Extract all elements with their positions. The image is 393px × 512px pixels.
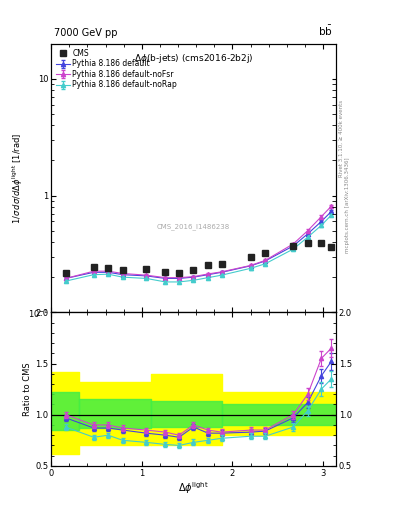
CMS — [248, 253, 253, 260]
CMS — [176, 270, 181, 276]
CMS — [144, 266, 149, 272]
CMS — [219, 261, 224, 267]
CMS — [329, 244, 334, 250]
Text: $\Delta\phi$(b-jets) (cms2016-2b2j): $\Delta\phi$(b-jets) (cms2016-2b2j) — [134, 52, 253, 65]
Legend: CMS, Pythia 8.186 default, Pythia 8.186 default-noFsr, Pythia 8.186 default-noRa: CMS, Pythia 8.186 default, Pythia 8.186 … — [55, 47, 179, 91]
CMS — [91, 264, 96, 270]
Text: b$\bar{\mathrm{b}}$: b$\bar{\mathrm{b}}$ — [318, 24, 333, 38]
CMS — [191, 267, 196, 273]
CMS — [206, 262, 210, 268]
Line: CMS: CMS — [62, 240, 334, 276]
CMS — [263, 250, 268, 257]
Y-axis label: $1/\sigma\,d\sigma/d\Delta\phi^{\mathrm{light}}$ [1/rad]: $1/\sigma\,d\sigma/d\Delta\phi^{\mathrm{… — [10, 132, 25, 224]
Text: CMS_2016_I1486238: CMS_2016_I1486238 — [157, 223, 230, 230]
CMS — [120, 267, 125, 273]
CMS — [63, 270, 68, 276]
CMS — [319, 240, 324, 246]
CMS — [163, 269, 168, 275]
Text: mcplots.cern.ch [arXiv:1306.3436]: mcplots.cern.ch [arXiv:1306.3436] — [345, 157, 350, 252]
X-axis label: $\Delta\phi^{\mathrm{light}}$: $\Delta\phi^{\mathrm{light}}$ — [178, 480, 209, 496]
CMS — [291, 243, 296, 249]
CMS — [106, 265, 110, 271]
Text: Rivet 3.1.10, ≥ 400k events: Rivet 3.1.10, ≥ 400k events — [339, 100, 344, 177]
CMS — [305, 240, 310, 246]
Text: 7000 GeV pp: 7000 GeV pp — [54, 28, 118, 38]
Y-axis label: Ratio to CMS: Ratio to CMS — [24, 362, 32, 416]
